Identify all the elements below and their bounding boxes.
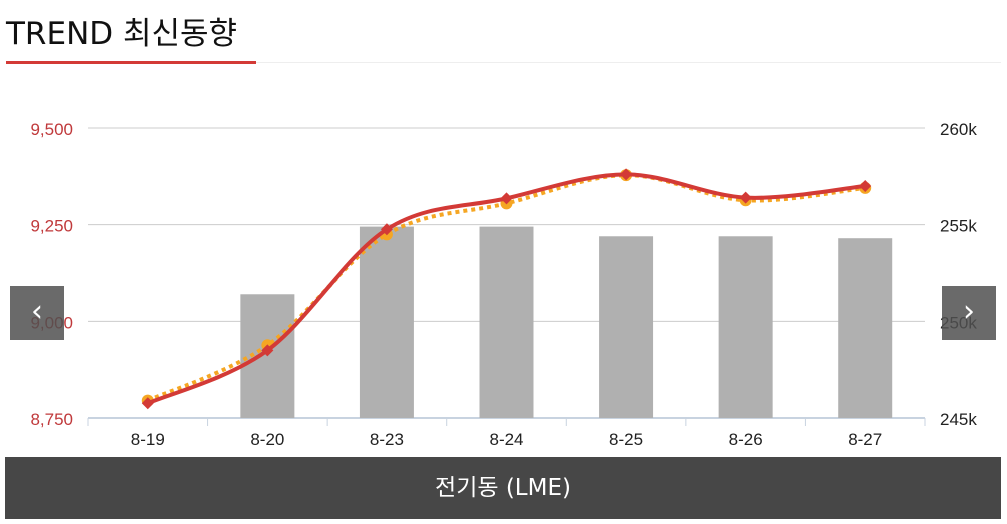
bar [838, 238, 893, 418]
chevron-left-icon: ‹ [31, 294, 43, 329]
solid-series-point [500, 192, 513, 205]
commodity-label-bar: 전기동 (LME) [5, 457, 1001, 519]
solid-series-point [261, 344, 274, 357]
x-axis-tick-label: 8-24 [489, 430, 523, 449]
solid-series-point [739, 191, 752, 204]
left-axis-tick-label: 9,250 [30, 217, 73, 236]
left-axis-tick-label: 9,500 [30, 120, 73, 139]
bar [479, 226, 534, 418]
bar [718, 236, 773, 418]
bar [359, 226, 414, 418]
bar-series [240, 226, 893, 418]
chevron-right-icon: › [963, 294, 975, 329]
commodity-label: 전기동 (LME) [435, 475, 571, 501]
x-axis-tick-label: 8-25 [609, 430, 643, 449]
right-axis-tick-label: 255k [940, 217, 977, 236]
left-axis-tick-label: 8,750 [30, 410, 73, 429]
title-underline [6, 61, 256, 64]
right-axis-tick-label: 245k [940, 410, 977, 429]
trend-chart: 8,7509,0009,2509,500245k250k255k260k8-19… [30, 120, 977, 449]
right-axis-tick-label: 260k [940, 120, 977, 139]
x-axis-tick-label: 8-23 [370, 430, 404, 449]
solid-series-point [859, 180, 872, 192]
header-divider [256, 62, 1001, 63]
next-arrow-button[interactable]: › [942, 286, 996, 340]
page-title: TREND 최신동향 [6, 16, 238, 52]
x-axis-tick-label: 8-27 [848, 430, 882, 449]
bar [599, 236, 654, 418]
solid-series-point [380, 223, 393, 236]
solid-series-point [141, 397, 154, 410]
x-axis-tick-label: 8-20 [250, 430, 284, 449]
x-axis-tick-label: 8-19 [131, 430, 165, 449]
x-axis-tick-label: 8-26 [729, 430, 763, 449]
solid-series-point [620, 168, 633, 181]
line-series [141, 168, 872, 410]
prev-arrow-button[interactable]: ‹ [10, 286, 64, 340]
